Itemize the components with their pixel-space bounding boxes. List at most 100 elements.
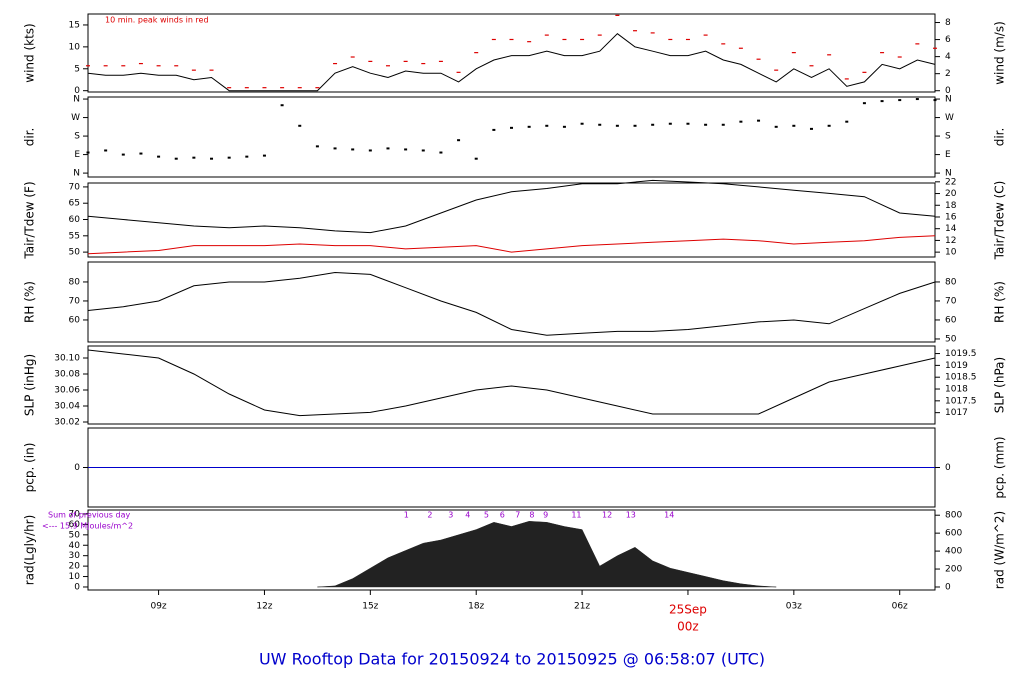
- data-line: [87, 349, 936, 417]
- y2-tick-label: 1018: [945, 385, 968, 395]
- data-point: [704, 123, 708, 126]
- date-label: 25Sep: [669, 603, 707, 617]
- y2-axis-label: pcp. (mm): [993, 436, 1007, 498]
- panel-frame: [87, 182, 936, 258]
- y2-tick-label: 8: [945, 18, 951, 28]
- data-line: [87, 33, 936, 92]
- data-point: [210, 157, 214, 160]
- y2-tick-label: 2: [945, 69, 951, 79]
- hour-mark: 5: [484, 511, 489, 520]
- data-point: [298, 124, 302, 127]
- data-point: [174, 157, 178, 160]
- y-tick-label: 65: [69, 199, 80, 209]
- data-point: [457, 139, 461, 142]
- x-tick-label: 18z: [468, 602, 484, 612]
- data-point: [315, 145, 319, 148]
- y-tick-label: 70: [69, 296, 81, 306]
- y-tick-label: 15: [69, 20, 80, 30]
- data-point: [615, 124, 619, 127]
- hour-mark: 4: [465, 511, 470, 520]
- hour-mark: 6: [500, 511, 505, 520]
- y2-tick-label: 1019.5: [945, 349, 977, 359]
- data-point: [474, 157, 478, 160]
- y2-tick-label: 16: [945, 212, 957, 222]
- y2-axis-label: wind (m/s): [993, 21, 1007, 85]
- y-axis-label: Tair/Tdew (F): [23, 181, 37, 259]
- y-tick-label: 30.02: [54, 418, 80, 428]
- hour-mark: 13: [626, 511, 636, 520]
- y-tick-label: 60: [69, 215, 81, 225]
- y2-tick-label: S: [945, 132, 951, 142]
- data-point: [598, 123, 602, 126]
- data-point: [404, 148, 408, 151]
- data-point: [721, 123, 725, 126]
- y2-tick-label: 800: [945, 511, 962, 521]
- data-point: [351, 148, 355, 151]
- y2-tick-label: 200: [945, 565, 962, 575]
- y-tick-label: 0: [74, 582, 80, 592]
- y-tick-label: 70: [69, 182, 81, 192]
- x-tick-label: 00z: [677, 620, 699, 634]
- panel-frame: [87, 261, 936, 343]
- y2-tick-label: 70: [945, 296, 957, 306]
- data-point: [262, 154, 266, 157]
- y2-axis-label: RH (%): [993, 281, 1007, 323]
- y2-tick-label: 4: [945, 52, 951, 62]
- data-point: [439, 151, 443, 154]
- data-point: [686, 122, 690, 125]
- data-point: [139, 152, 143, 155]
- y2-tick-label: 1018.5: [945, 373, 977, 383]
- x-tick-label: 15z: [362, 602, 378, 612]
- data-point: [915, 98, 919, 101]
- y2-tick-label: 1017: [945, 408, 968, 418]
- y-tick-label: 70: [69, 509, 81, 519]
- data-point: [562, 125, 566, 128]
- data-point: [862, 102, 866, 105]
- y-tick-label: 30.10: [54, 354, 80, 364]
- y-tick-label: 30.08: [54, 370, 80, 380]
- y-tick-label: 30: [69, 551, 81, 561]
- data-point: [845, 120, 849, 123]
- y-tick-label: 60: [69, 520, 81, 530]
- y2-axis-label: Tair/Tdew (C): [993, 181, 1007, 261]
- y-axis-label: pcp. (in): [23, 443, 37, 493]
- y-tick-label: 10: [69, 572, 81, 582]
- hour-mark: 9: [543, 511, 548, 520]
- data-line: [87, 179, 936, 234]
- data-point: [545, 124, 549, 127]
- y-tick-label: N: [73, 95, 80, 105]
- annotation: Sum of previous day: [48, 511, 130, 520]
- y-tick-label: 0: [74, 86, 80, 96]
- data-point: [757, 119, 761, 122]
- y2-tick-label: 50: [945, 334, 957, 344]
- y-tick-label: 10: [69, 42, 81, 52]
- y2-tick-label: N: [945, 95, 952, 105]
- data-line: [87, 271, 936, 336]
- data-point: [227, 156, 231, 159]
- data-point: [651, 123, 655, 126]
- y-tick-label: S: [74, 132, 80, 142]
- y2-tick-label: 600: [945, 529, 962, 539]
- y-axis-label: dir.: [23, 128, 37, 147]
- y-tick-label: 5: [74, 64, 80, 74]
- y2-axis-label: dir.: [993, 128, 1007, 147]
- data-area: [317, 521, 777, 588]
- y-axis-label: SLP (inHg): [23, 354, 37, 416]
- data-point: [580, 122, 584, 125]
- y2-tick-label: 1019: [945, 361, 968, 371]
- y2-tick-label: 60: [945, 315, 957, 325]
- data-point: [668, 122, 672, 125]
- data-point: [739, 120, 743, 123]
- data-point: [898, 99, 902, 102]
- y-tick-label: W: [71, 113, 80, 123]
- x-tick-label: 09z: [150, 602, 166, 612]
- y-tick-label: 0: [74, 463, 80, 473]
- data-point: [245, 155, 249, 158]
- data-point: [192, 156, 196, 159]
- data-point: [280, 104, 284, 107]
- y-tick-label: 80: [69, 277, 81, 287]
- hour-mark: 8: [529, 511, 534, 520]
- data-point: [492, 128, 496, 131]
- data-point: [527, 125, 531, 128]
